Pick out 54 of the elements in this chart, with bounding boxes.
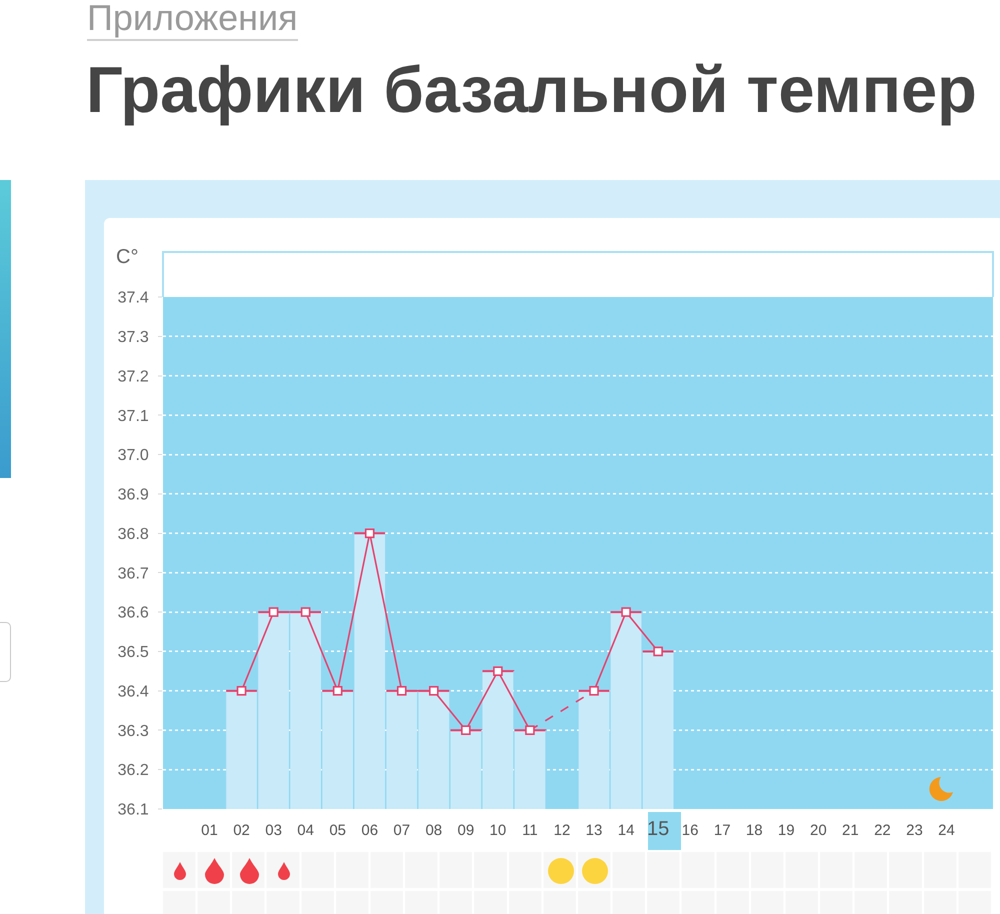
y-tick-label: 36.1 [118,802,149,819]
x-tick-label: 04 [297,822,314,839]
y-tick-label: 37.4 [118,290,149,307]
x-tick-label: 07 [393,822,410,839]
y-tick-label: 36.4 [118,683,149,700]
text: Приложения [87,0,298,41]
point [461,725,471,736]
x-tick-label: 13 [586,822,602,839]
y-tick-label: 37.1 [118,408,149,425]
point [268,607,278,617]
x-tick-label: 12 [554,822,570,839]
x-tick-label: 01 [201,822,218,839]
x-tick-label: 22 [874,822,891,839]
y-tick-label: 36.7 [118,565,149,582]
x-tick-label: 16 [682,822,698,839]
y-tick-label: 36.9 [118,486,149,504]
x-tick-label: 21 [842,822,859,839]
x-tick-label: 19 [778,822,795,839]
x-tick-label: 11 [522,822,538,839]
point [300,607,310,617]
x-tick-label: 17 [714,822,731,839]
y-tick-label: 37.0 [118,447,149,464]
x-tick-label: 02 [233,822,250,839]
point [589,686,599,696]
y-tick-label: 36.6 [118,604,149,622]
point [525,725,535,736]
x-tick-label: 03 [265,822,282,839]
y-tick-label: 36.8 [118,526,149,543]
point [653,646,663,656]
x-tick-label: 18 [746,822,763,839]
point [364,528,375,538]
point [332,686,342,696]
x-tick-label: 09 [458,822,474,839]
point [621,607,631,617]
y-tick-label: 36.5 [118,644,149,662]
x-tick-label: 23 [906,822,923,839]
x-tick-label: 15 [646,818,670,840]
point [429,686,439,696]
x-tick-label: 05 [329,822,346,839]
point [236,686,246,696]
x-tick-label: 10 [490,822,506,839]
point [493,666,503,676]
y-tick-label: 37.3 [118,328,149,346]
y-axis-title: C° [116,246,138,268]
x-tick-label: 08 [425,822,442,839]
y-tick-label: 36.3 [118,722,149,740]
y-tick-label: 36.2 [118,762,149,780]
x-tick-label: 14 [618,822,634,839]
y-tick-label: 37.2 [118,368,149,386]
chart-title: Графики базальной темпер [86,52,977,128]
x-tick-label: 24 [938,822,955,839]
x-tick-label: 20 [810,822,827,839]
point [396,686,407,696]
x-tick-label: 06 [361,822,378,839]
